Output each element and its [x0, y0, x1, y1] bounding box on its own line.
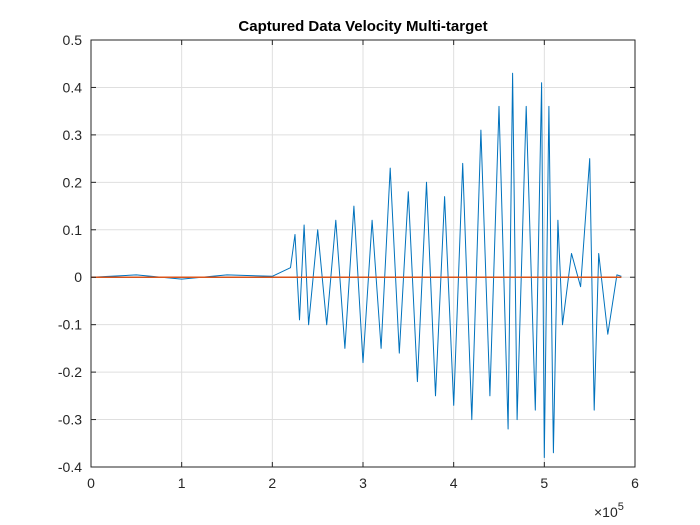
y-tick-label: 0	[74, 269, 82, 285]
ticks: 0 1 2 3 4 5 6 -0.4 -0.3 -0.2 -0.1 0 0.1 0.2 0.3 0.4 0.5	[58, 32, 639, 491]
y-tick-label: -0.2	[58, 364, 82, 380]
y-tick-label: -0.3	[58, 412, 82, 428]
y-tick-label: -0.4	[58, 459, 82, 475]
y-tick-label: 0.3	[63, 127, 83, 143]
y-tick-label: 0.2	[63, 174, 83, 190]
x-tick-label: 5	[540, 475, 548, 491]
x-tick-label: 2	[268, 475, 276, 491]
series-line-1	[90, 72, 622, 458]
y-tick-label: 0.1	[63, 222, 83, 238]
x-tick-label: 0	[87, 475, 95, 491]
y-tick-label: 0.4	[63, 79, 83, 95]
chart-title: Captured Data Velocity Multi-target	[238, 18, 487, 35]
x-tick-label: 1	[178, 475, 186, 491]
series-group	[90, 72, 622, 458]
x-tick-label: 3	[359, 475, 367, 491]
x-exponent-base: ×10	[594, 504, 618, 520]
y-tick-label: -0.1	[58, 317, 82, 333]
x-exponent-label: ×105	[594, 501, 624, 520]
x-tick-label: 4	[450, 475, 458, 491]
y-tick-label: 0.5	[63, 32, 83, 48]
x-tick-label: 6	[631, 475, 639, 491]
x-exponent-power: 5	[618, 501, 624, 513]
